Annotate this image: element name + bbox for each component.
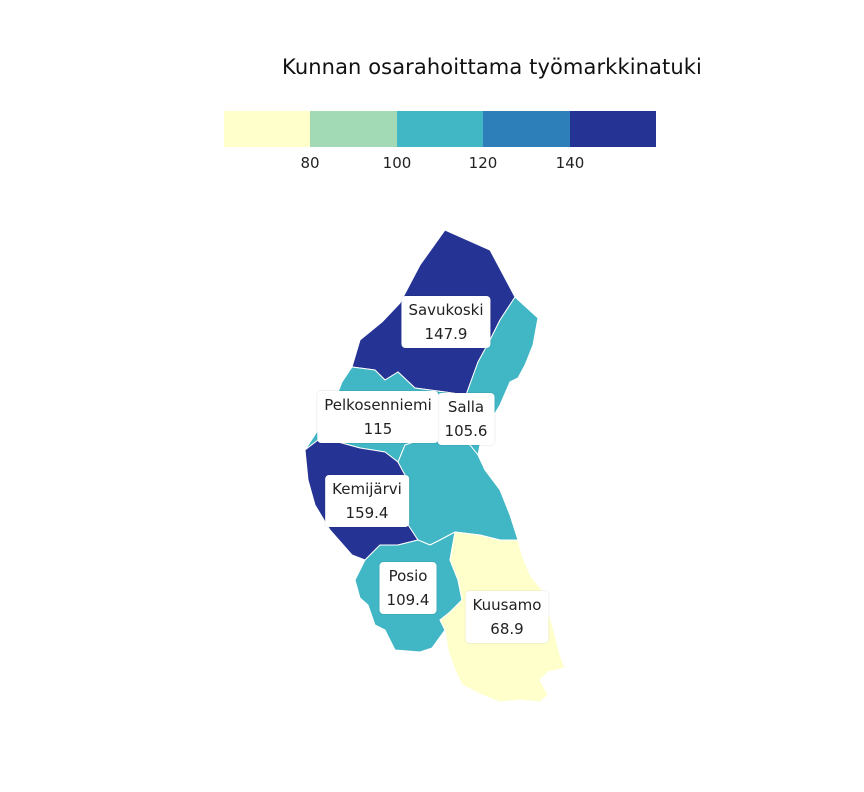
label-value: 105.6 (444, 422, 488, 440)
label-value: 68.9 (490, 620, 524, 638)
color-legend: 80 100 120 140 (224, 111, 657, 172)
legend-swatch-5 (569, 111, 657, 147)
label-value: 159.4 (345, 504, 389, 522)
legend-tick-100: 100 (382, 154, 412, 172)
label-value: 109.4 (386, 591, 430, 609)
label-name: Kuusamo (472, 596, 542, 614)
legend-color-bar (224, 111, 657, 147)
legend-swatch-3 (396, 111, 484, 147)
label-pelkosenniemi: Pelkosenniemi 115 (317, 391, 439, 443)
label-name: Posio (388, 567, 428, 585)
label-name: Pelkosenniemi (324, 396, 432, 414)
legend-swatch-1 (224, 111, 311, 147)
legend-tick-120: 120 (468, 154, 498, 172)
legend-swatch-4 (483, 111, 570, 147)
label-value: 115 (363, 420, 393, 438)
legend-swatch-2 (310, 111, 397, 147)
label-kemijarvi: Kemijärvi 159.4 (325, 475, 409, 527)
label-name: Salla (447, 398, 485, 416)
map-title: Kunnan osarahoittama työmarkkinatuki (282, 55, 702, 79)
label-name: Savukoski (408, 301, 484, 319)
legend-tick-140: 140 (555, 154, 585, 172)
label-posio: Posio 109.4 (379, 562, 437, 614)
label-value: 147.9 (424, 325, 468, 343)
label-kuusamo: Kuusamo 68.9 (465, 591, 549, 643)
label-savukoski: Savukoski 147.9 (401, 296, 491, 348)
label-salla: Salla 105.6 (437, 393, 495, 445)
region-kemijarvi-east[interactable] (397, 427, 519, 546)
label-name: Kemijärvi (332, 480, 402, 498)
legend-tick-80: 80 (300, 154, 320, 172)
